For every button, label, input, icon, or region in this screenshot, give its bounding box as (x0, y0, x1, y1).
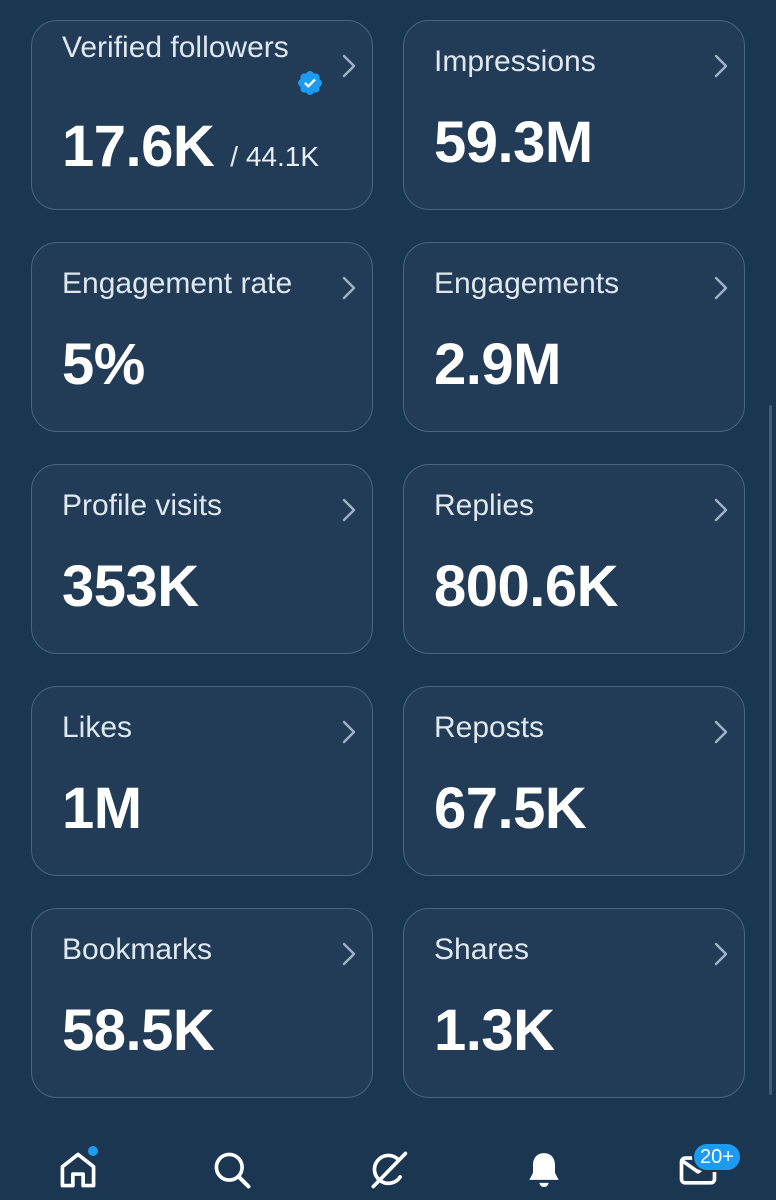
card-label: Impressions (434, 45, 596, 78)
home-notification-dot (86, 1144, 100, 1158)
card-replies[interactable]: Replies 800.6K (403, 464, 745, 654)
card-value-total: / 44.1K (230, 141, 320, 172)
tab-notifications[interactable] (520, 1146, 568, 1194)
card-likes[interactable]: Likes 1M (31, 686, 373, 876)
card-verified-followers[interactable]: Verified followers 17.6K / 44.1K (31, 20, 373, 210)
card-bookmarks[interactable]: Bookmarks 58.5K (31, 908, 373, 1098)
card-value: 1.3K (434, 998, 555, 1063)
chevron-right-icon (714, 498, 728, 522)
chevron-right-icon (714, 54, 728, 78)
card-label: Engagement rate (62, 267, 293, 300)
card-label: Likes (62, 711, 133, 744)
card-value: 2.9M (434, 332, 561, 397)
chevron-right-icon (714, 942, 728, 966)
chevron-right-icon (342, 498, 356, 522)
analytics-grid: Verified followers 17.6K / 44.1K Impressi… (31, 20, 745, 1098)
chevron-right-icon (342, 720, 356, 744)
chevron-right-icon (342, 942, 356, 966)
search-icon (214, 1152, 251, 1189)
card-label: Shares (434, 933, 530, 966)
card-value: 353K (62, 554, 199, 619)
card-impressions[interactable]: Impressions 59.3M (403, 20, 745, 210)
card-value: 58.5K (62, 998, 215, 1063)
chevron-right-icon (342, 54, 356, 78)
messages-count-badge: 20+ (692, 1142, 742, 1172)
card-value: 1M (62, 776, 142, 841)
bell-icon (529, 1153, 559, 1188)
tab-home[interactable] (54, 1146, 102, 1194)
bottom-tab-bar (0, 1126, 776, 1200)
card-value-main: 17.6K (62, 114, 215, 179)
card-label: Verified followers (62, 31, 289, 64)
chevron-right-icon (714, 720, 728, 744)
chevron-right-icon (714, 276, 728, 300)
card-label: Bookmarks (62, 933, 213, 966)
grok-icon (371, 1151, 408, 1189)
tab-search[interactable] (208, 1146, 256, 1194)
card-value: 5% (62, 332, 145, 397)
card-engagements[interactable]: Engagements 2.9M (403, 242, 745, 432)
tab-grok[interactable] (364, 1146, 412, 1194)
home-icon (60, 1152, 96, 1188)
card-value: 59.3M (434, 110, 593, 175)
card-engagement-rate[interactable]: Engagement rate 5% (31, 242, 373, 432)
card-value: 800.6K (434, 554, 619, 619)
card-label: Replies (434, 489, 535, 522)
scrollbar[interactable] (769, 405, 772, 1095)
card-label: Reposts (434, 711, 545, 744)
card-value: 17.6K / 44.1K (62, 115, 319, 189)
card-label: Profile visits (62, 489, 223, 522)
card-profile-visits[interactable]: Profile visits 353K (31, 464, 373, 654)
card-reposts[interactable]: Reposts 67.5K (403, 686, 745, 876)
card-shares[interactable]: Shares 1.3K (403, 908, 745, 1098)
card-value: 67.5K (434, 776, 587, 841)
card-label: Engagements (434, 267, 620, 300)
chevron-right-icon (342, 276, 356, 300)
verified-badge-icon (298, 71, 322, 95)
